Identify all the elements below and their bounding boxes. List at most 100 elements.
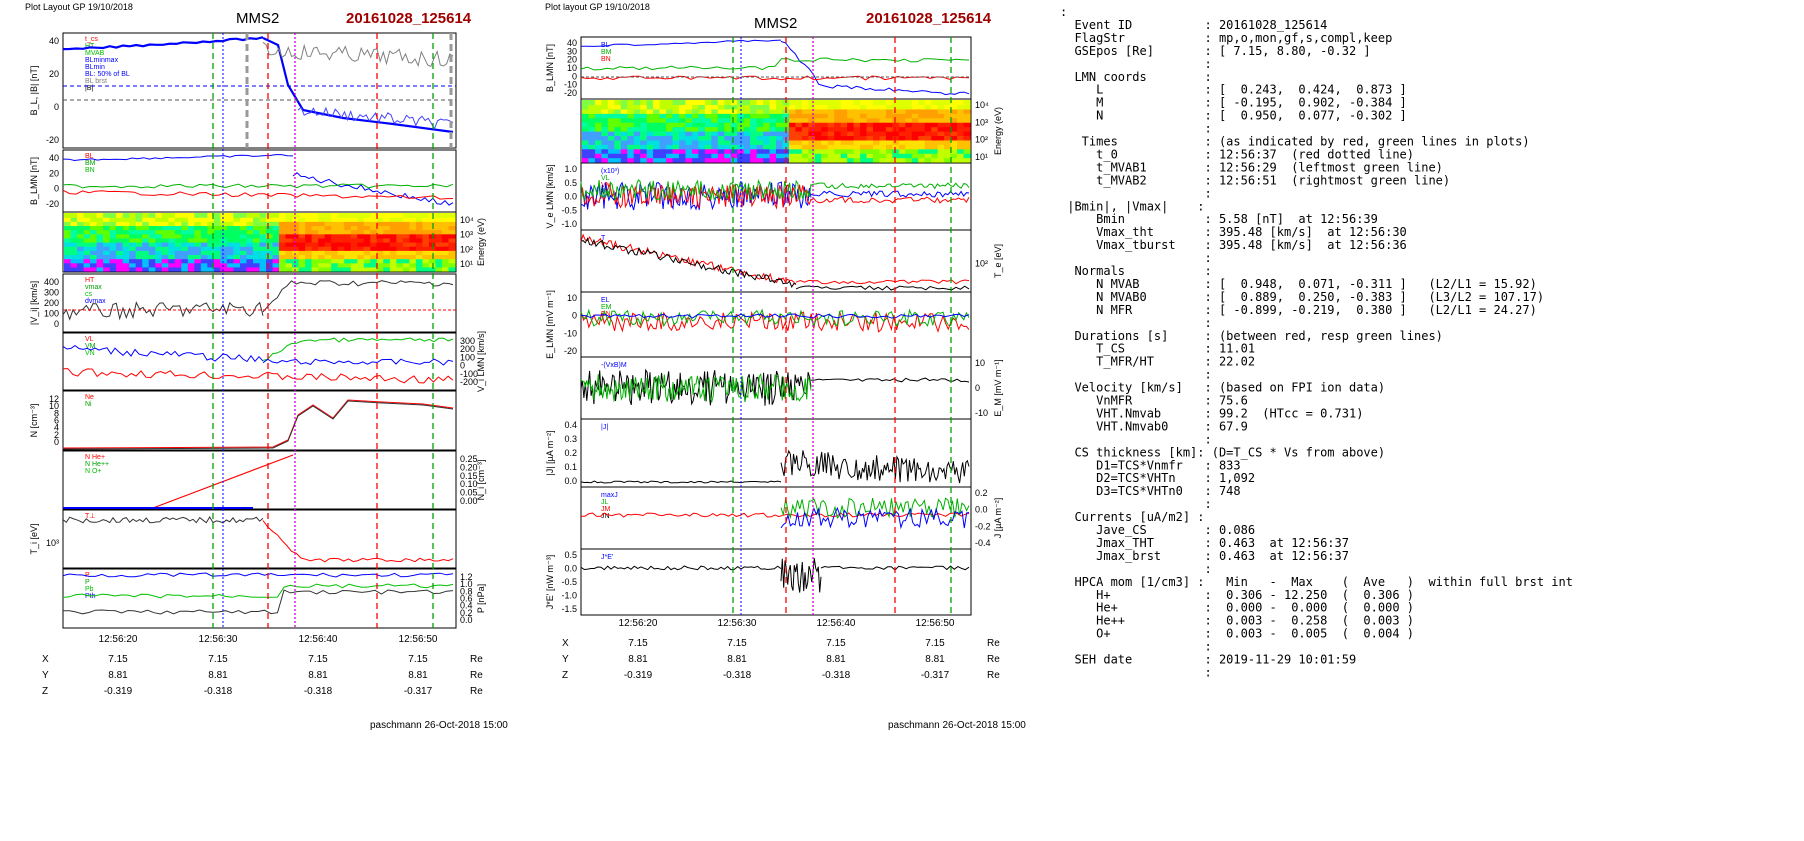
- vi-magnitude-line: [262, 280, 454, 313]
- time-tick-label: 12:56:30: [199, 634, 238, 645]
- legend-entry: |J|: [601, 424, 608, 431]
- y-tick-label: 0.0: [975, 505, 988, 515]
- y-tick-label: 100: [460, 352, 475, 362]
- position-value: 7.15: [308, 654, 328, 665]
- y-tick-label: 0: [54, 319, 59, 329]
- y-axis-label: J [µA m⁻²]: [993, 498, 1003, 538]
- position-value: -0.319: [104, 686, 133, 697]
- y-tick-label: 10: [49, 401, 59, 411]
- y-tick-label: 0.15: [460, 471, 478, 481]
- y-tick-label: 20: [567, 55, 577, 65]
- summary-line: Velocity [km/s] : (based on FPI ion data…: [1060, 381, 1385, 395]
- position-value: -0.318: [304, 686, 333, 697]
- y-axis-label: V_i LMN [km/s]: [476, 331, 486, 392]
- summary-line: Vmax_tburst : 395.48 [km/s] at 12:56:36: [1060, 238, 1407, 252]
- position-value: -0.318: [723, 670, 752, 681]
- position-unit: Re: [470, 686, 483, 697]
- y-tick-label: 8: [54, 408, 59, 418]
- right-panel-8-frame: [580, 486, 972, 550]
- y-tick-label: -20: [564, 346, 577, 356]
- legend-entry: MVAB: [85, 50, 105, 57]
- summary-line: :: [1060, 497, 1212, 511]
- position-value: 7.15: [208, 654, 228, 665]
- ni-series-line: [62, 400, 454, 450]
- summary-line: Vmax_tht : 395.48 [km/s] at 12:56:30: [1060, 225, 1407, 239]
- em-vxb-line: [580, 372, 812, 404]
- summary-line: Jmax_THT : 0.463 at 12:56:37: [1060, 536, 1349, 550]
- y-tick-label: 40: [567, 38, 577, 48]
- legend-entry: EL: [601, 297, 610, 304]
- position-value: 8.81: [727, 654, 747, 665]
- ve-series-line: [810, 196, 970, 204]
- y-tick-label: 0.0: [564, 476, 577, 486]
- legend-entry: dvmax: [85, 298, 106, 305]
- summary-line: VHT.Nmvab0 : 67.9: [1060, 419, 1248, 433]
- y-tick-label: 0: [54, 437, 59, 447]
- y-axis-label: Energy (eV): [993, 107, 1003, 155]
- legend-entry: t_cs: [85, 36, 98, 43]
- y-tick-label: 6: [54, 416, 59, 426]
- right-panel-7-frame: [580, 418, 972, 488]
- summary-line: :: [1060, 57, 1212, 71]
- left-panel-1-frame: [62, 32, 457, 149]
- y-tick-label: 0.5: [564, 178, 577, 188]
- el-series-line: [580, 310, 970, 334]
- y-tick-label: 0.4: [460, 601, 473, 611]
- position-value: 8.81: [628, 654, 648, 665]
- legend-entry: VM: [85, 343, 96, 350]
- y-tick-label: 0.4: [564, 420, 577, 430]
- time-tick-label: 12:56:40: [817, 618, 856, 629]
- y-tick-label: 10³: [460, 230, 473, 240]
- y-tick-label: 0.2: [564, 448, 577, 458]
- legend-entry: JN: [601, 513, 610, 520]
- y-tick-label: 10³: [975, 117, 988, 127]
- summary-line: He+ : 0.000 - 0.000 ( 0.000 ): [1060, 601, 1414, 615]
- ne-series-line: [62, 399, 454, 449]
- y-tick-label: 300: [460, 336, 475, 346]
- summary-line: :: [1060, 368, 1212, 382]
- j-series-line: [580, 512, 970, 518]
- position-row-label: X: [562, 638, 569, 649]
- y-tick-label: 0.00: [460, 496, 478, 506]
- electron-energy-spectrogram: [582, 100, 971, 163]
- left-panel-4-frame: [62, 273, 457, 333]
- ve-series-line: [580, 178, 812, 202]
- em-vxb-line: [580, 368, 812, 406]
- ion-energy-spectrogram: [64, 213, 456, 272]
- summary-line: N MVAB : [ 0.948, 0.071, -0.311 ] (L2/L1…: [1060, 277, 1537, 291]
- y-tick-label: 0.20: [460, 462, 478, 472]
- legend-entry: |B|: [85, 85, 93, 92]
- y-tick-label: -100: [460, 369, 478, 379]
- position-value: 8.81: [826, 654, 846, 665]
- y-axis-label: E_LMN [mV m⁻¹]: [545, 290, 555, 359]
- y-tick-label: 0.1: [564, 462, 577, 472]
- summary-line: LMN coords :: [1060, 70, 1212, 84]
- summary-line: :: [1060, 5, 1067, 19]
- y-tick-label: 0.8: [460, 586, 473, 596]
- event-id-title: 20161028_125614: [866, 10, 992, 27]
- y-tick-label: 0.0: [460, 615, 473, 625]
- pressure-line: [62, 572, 454, 578]
- summary-line: :: [1060, 432, 1212, 446]
- y-tick-label: 0.25: [460, 454, 478, 464]
- summary-line: SEH date : 2019-11-29 10:01:59: [1060, 653, 1356, 667]
- ve-series-line: [810, 182, 970, 190]
- y-tick-label: 400: [44, 277, 59, 287]
- time-tick-label: 12:56:30: [718, 618, 757, 629]
- te-series-line: [795, 279, 970, 285]
- legend-entry: VN: [85, 350, 95, 357]
- y-tick-label: 0: [572, 71, 577, 81]
- summary-line: N : [ 0.950, 0.077, -0.302 ]: [1060, 109, 1407, 123]
- summary-line: t_0 : 12:56:37 (red dotted line): [1060, 147, 1414, 161]
- event-id-title: 20161028_125614: [346, 10, 472, 27]
- position-value: 7.15: [108, 654, 128, 665]
- summary-line: D3=TCS*VHTn0 : 748: [1060, 484, 1241, 498]
- position-value: -0.317: [404, 686, 433, 697]
- vl-series-line: [62, 344, 264, 363]
- position-value: 7.15: [826, 638, 846, 649]
- j-magnitude-line: [780, 449, 970, 484]
- legend-entry: J*E': [601, 554, 613, 561]
- position-value: 8.81: [108, 670, 128, 681]
- je-series-line: [780, 558, 822, 593]
